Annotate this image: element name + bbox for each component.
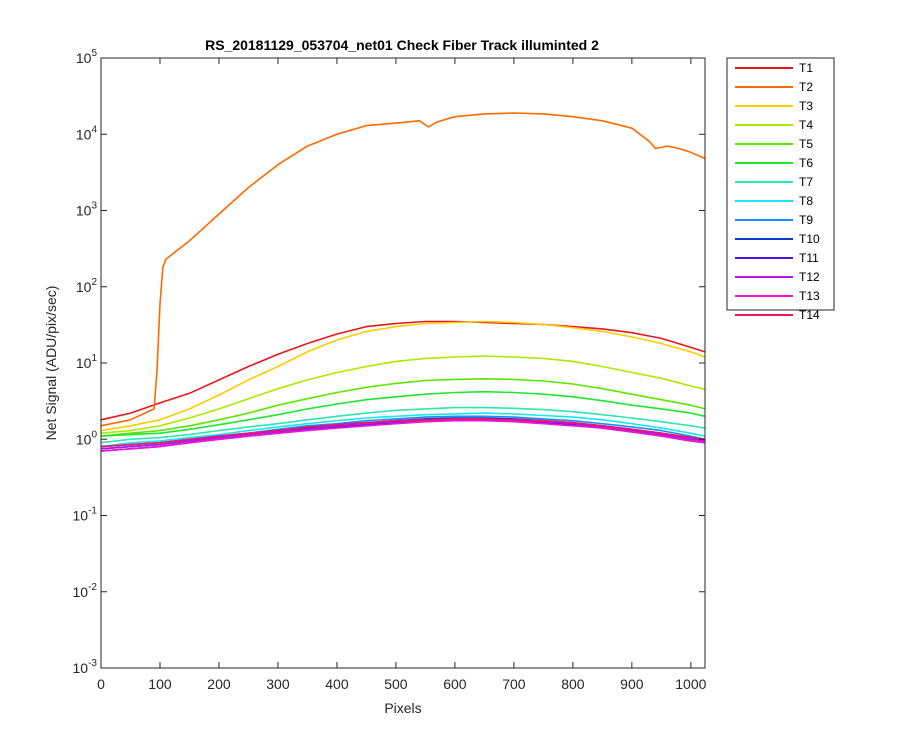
legend-item-t9[interactable]: T9 xyxy=(735,213,813,227)
legend-item-t3[interactable]: T3 xyxy=(735,99,813,113)
legend-item-t10[interactable]: T10 xyxy=(735,232,820,246)
x-tick-label: 300 xyxy=(266,676,290,692)
series-line-t14 xyxy=(100,418,706,448)
x-tick-label: 1000 xyxy=(675,676,706,692)
series-line-t5 xyxy=(100,377,706,437)
legend-label: T7 xyxy=(799,175,813,189)
series-line-t2 xyxy=(100,112,706,427)
legend-label: T12 xyxy=(799,270,820,284)
legend-item-t1[interactable]: T1 xyxy=(735,61,813,75)
x-axis-label: Pixels xyxy=(384,700,421,716)
legend-item-t8[interactable]: T8 xyxy=(735,194,813,208)
legend-label: T2 xyxy=(799,80,813,94)
y-tick-label: 100 xyxy=(76,429,98,447)
legend[interactable]: T1 T2 T3 T4 T5 T6 T7 T8 T9 T10 T11 T12 T13 T14 xyxy=(726,57,835,322)
x-tick-label: 600 xyxy=(443,676,467,692)
series-line-t1 xyxy=(100,320,706,421)
legend-item-t7[interactable]: T7 xyxy=(735,175,813,189)
legend-label: T14 xyxy=(799,308,820,322)
series-line-t7 xyxy=(100,406,706,444)
x-tick-label: 100 xyxy=(148,676,172,692)
series-layer xyxy=(100,112,706,452)
legend-label: T10 xyxy=(799,232,820,246)
legend-item-t6[interactable]: T6 xyxy=(735,156,813,170)
x-tick-label: 800 xyxy=(561,676,585,692)
tick-layer: 0 100 200 300 400 500 600 700 800 900 1000 10-3 10-2… xyxy=(73,48,707,692)
legend-item-t4[interactable]: T4 xyxy=(735,118,813,132)
x-tick-label: 0 xyxy=(97,676,105,692)
x-tick-label: 200 xyxy=(207,676,231,692)
series-line-t8 xyxy=(100,412,706,448)
y-tick-label: 10-1 xyxy=(73,506,98,524)
legend-label: T8 xyxy=(799,194,813,208)
y-tick-label: 103 xyxy=(76,201,98,219)
legend-label: T3 xyxy=(799,99,813,113)
chart-title: RS_20181129_053704_net01 Check Fiber Tra… xyxy=(205,37,599,53)
legend-label: T1 xyxy=(799,61,813,75)
y-tick-label: 102 xyxy=(76,277,98,295)
y-tick-label: 101 xyxy=(76,353,98,371)
series-line-t6 xyxy=(100,390,706,437)
y-tick-label: 10-3 xyxy=(73,658,98,676)
x-tick-label: 900 xyxy=(620,676,644,692)
series-line-t12 xyxy=(100,418,706,450)
y-tick-label: 104 xyxy=(76,124,98,142)
legend-label: T9 xyxy=(799,213,813,227)
legend-label: T13 xyxy=(799,289,820,303)
legend-items: T1 T2 T3 T4 T5 T6 T7 T8 T9 T10 T11 T12 T13 T14 xyxy=(735,61,820,322)
y-tick-label: 10-2 xyxy=(73,582,98,600)
legend-label: T4 xyxy=(799,118,813,132)
y-tick-label: 105 xyxy=(76,48,98,66)
legend-item-t14[interactable]: T14 xyxy=(735,308,820,322)
series-line-t3 xyxy=(100,320,706,432)
x-tick-label: 700 xyxy=(502,676,526,692)
legend-item-t12[interactable]: T12 xyxy=(735,270,820,284)
legend-item-t11[interactable]: T11 xyxy=(735,251,819,265)
plot-area xyxy=(101,58,705,668)
legend-item-t5[interactable]: T5 xyxy=(735,137,813,151)
legend-label: T6 xyxy=(799,156,813,170)
x-tick-label: 500 xyxy=(384,676,408,692)
x-tick-label: 400 xyxy=(325,676,349,692)
y-axis-label: Net Signal (ADU/pix/sec) xyxy=(43,286,59,441)
legend-item-t13[interactable]: T13 xyxy=(735,289,820,303)
legend-item-t2[interactable]: T2 xyxy=(735,80,813,94)
series-line-t4 xyxy=(100,355,706,434)
series-line-t13 xyxy=(100,419,706,452)
legend-label: T5 xyxy=(799,137,813,151)
legend-box xyxy=(726,57,835,311)
legend-label: T11 xyxy=(799,251,819,265)
